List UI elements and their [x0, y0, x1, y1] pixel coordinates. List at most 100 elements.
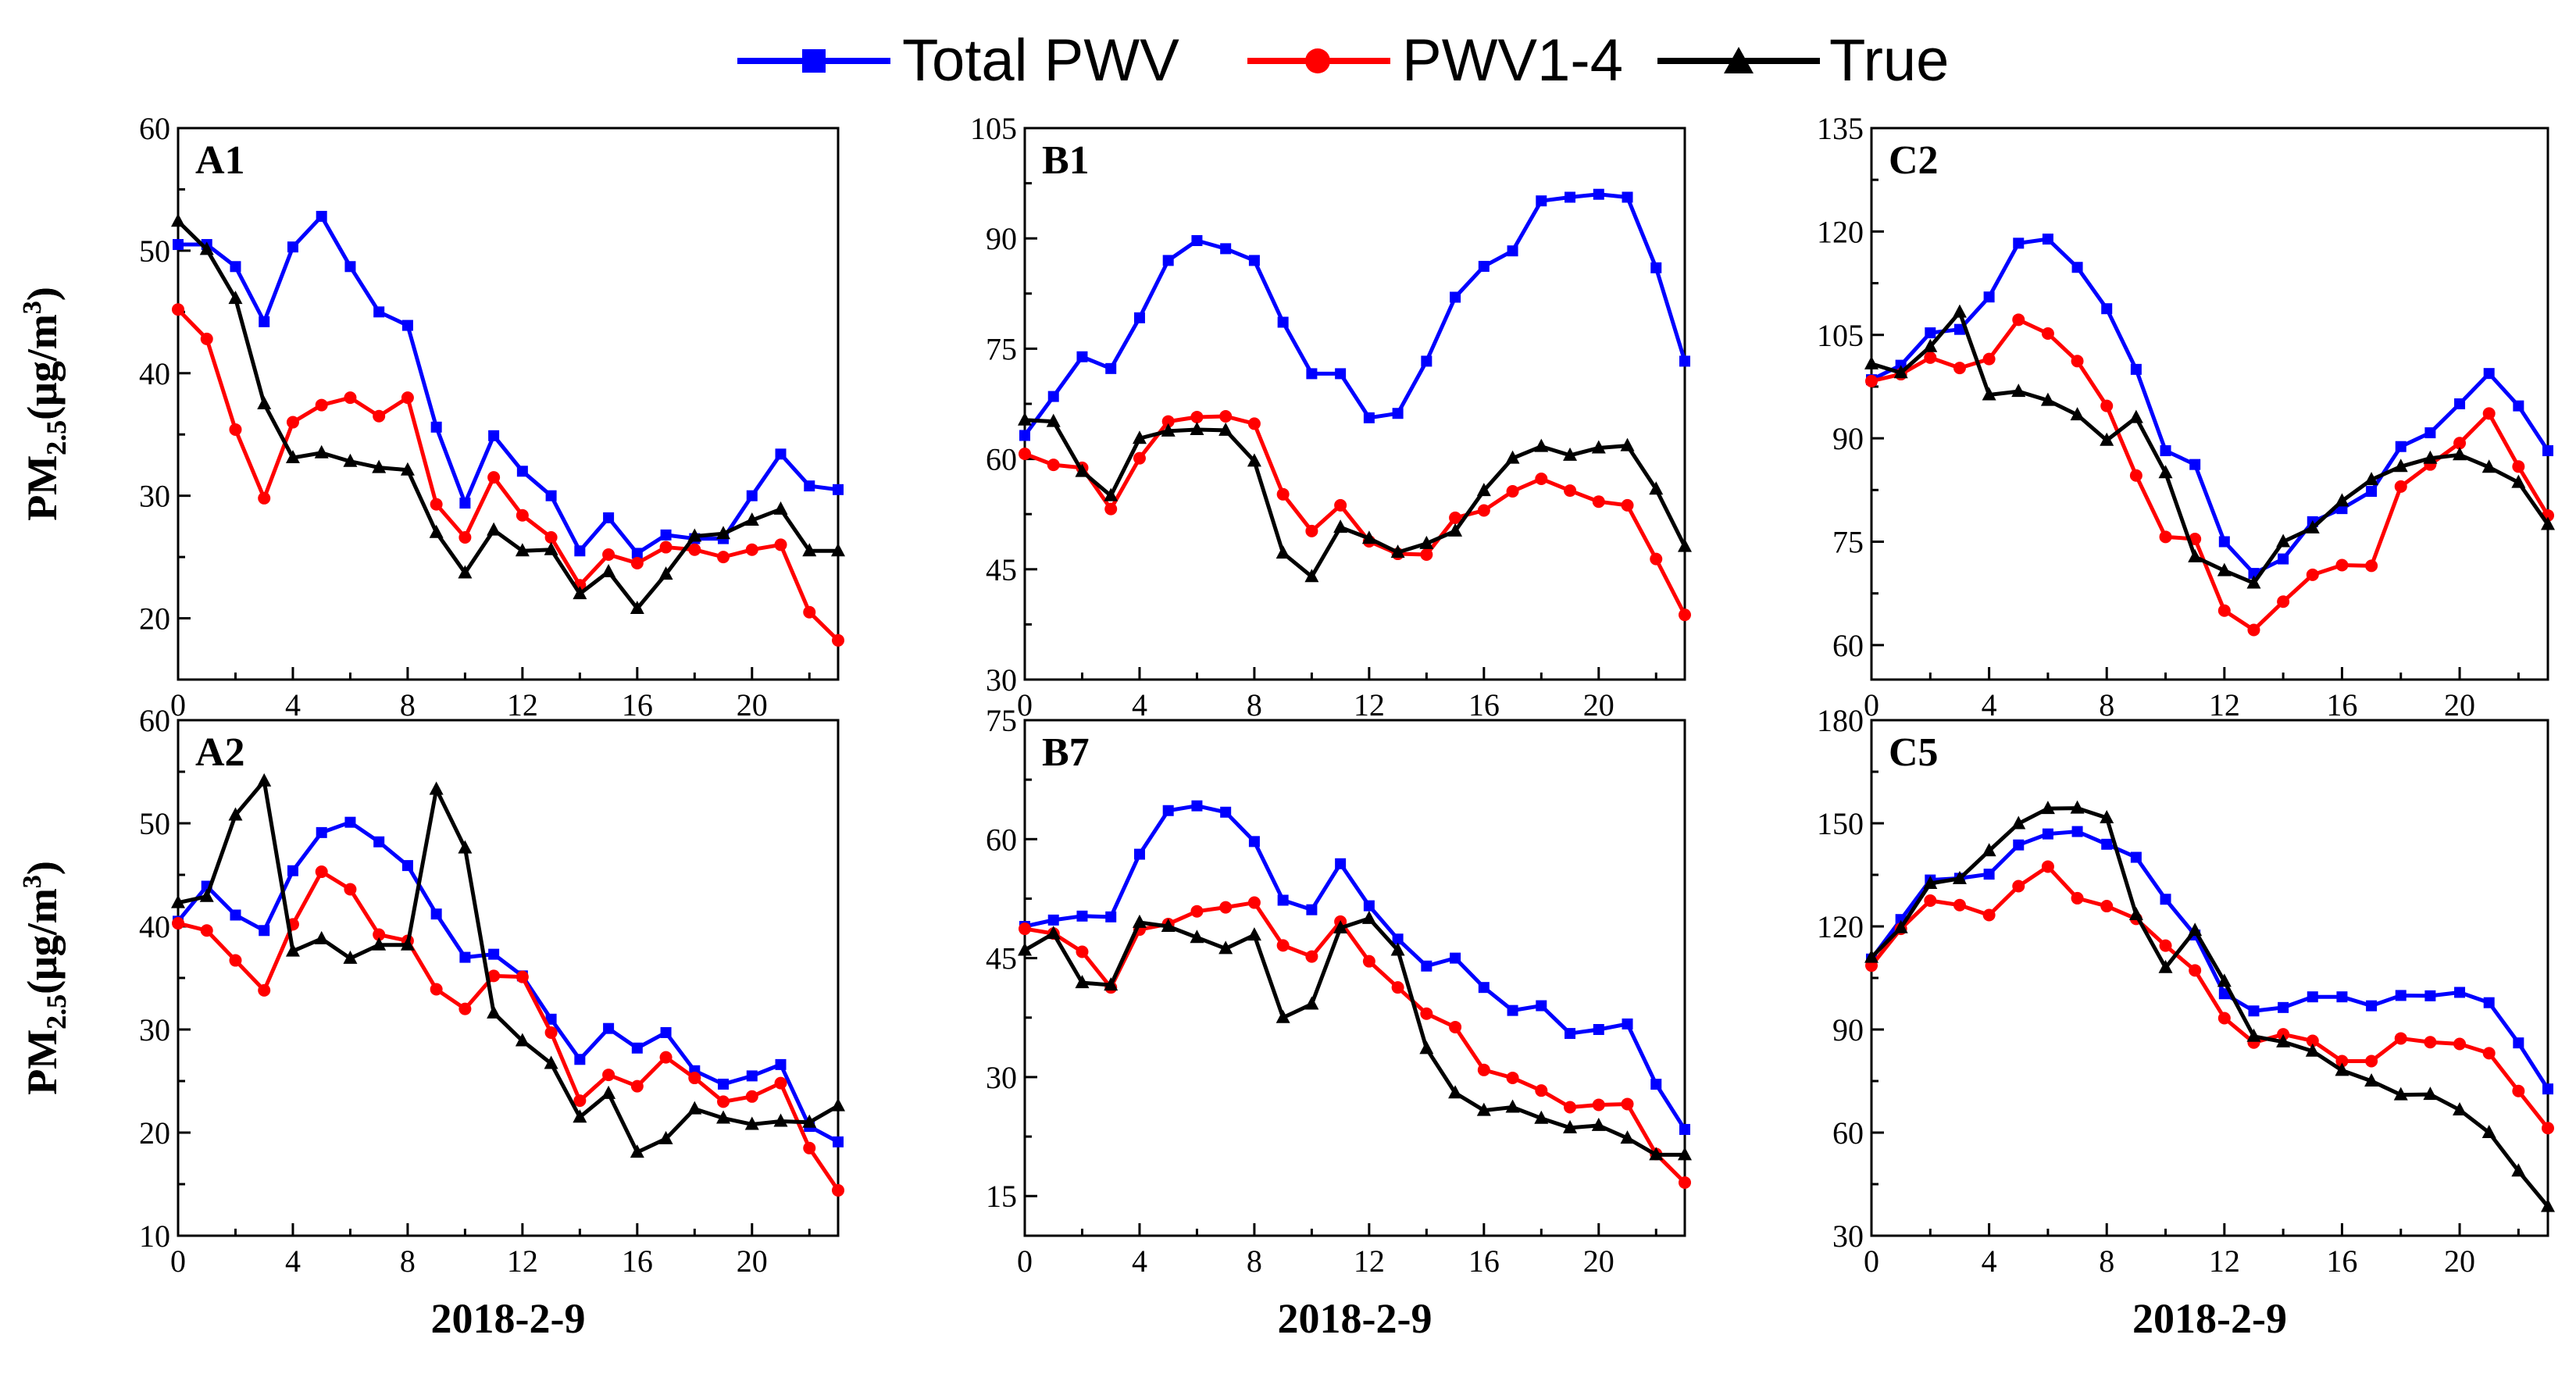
data-point-total-pwv — [316, 210, 327, 222]
x-tick-label: 4 — [285, 687, 301, 723]
data-point-pwv1-4 — [1477, 504, 1490, 517]
data-point-total-pwv — [173, 239, 184, 251]
y-tick-label: 60 — [139, 111, 170, 146]
data-point-total-pwv — [488, 430, 500, 441]
data-point-total-pwv — [287, 241, 298, 253]
y-axis-title-close: ) — [19, 287, 66, 301]
data-point-total-pwv — [1220, 806, 1232, 818]
y-tick-label: 60 — [139, 703, 170, 738]
data-point-total-pwv — [459, 498, 471, 509]
data-point-pwv1-4 — [1247, 417, 1261, 430]
data-point-true — [429, 781, 444, 795]
data-point-pwv1-4 — [1362, 955, 1375, 968]
data-point-pwv1-4 — [1535, 1084, 1548, 1097]
data-point-pwv1-4 — [1953, 362, 1966, 375]
data-point-total-pwv — [2160, 894, 2171, 905]
data-point-true — [314, 444, 329, 459]
data-point-true — [1476, 1102, 1491, 1116]
y-tick-label: 120 — [1817, 214, 1864, 249]
data-point-true — [199, 888, 214, 902]
data-point-pwv1-4 — [315, 398, 328, 412]
data-point-true — [2011, 384, 2026, 398]
y-tick-label: 20 — [139, 601, 170, 637]
panel-label: C2 — [1889, 138, 1939, 183]
data-point-true — [1534, 1110, 1549, 1124]
data-point-true — [1419, 1040, 1434, 1054]
series-line-pwv1-4 — [1024, 414, 1687, 616]
data-point-pwv1-4 — [1305, 950, 1318, 963]
y-tick-label: 30 — [139, 479, 170, 514]
x-tick-label: 0 — [170, 1244, 186, 1279]
data-point-pwv1-4 — [1019, 448, 1031, 461]
data-point-true — [1952, 304, 1967, 318]
y-tick-label: 45 — [986, 941, 1017, 976]
data-point-true — [601, 1085, 616, 1099]
data-point-true — [2481, 1125, 2496, 1138]
data-point-true — [544, 541, 558, 555]
data-point-total-pwv — [2454, 987, 2466, 998]
data-point-pwv1-4 — [2247, 623, 2260, 637]
data-point-total-pwv — [2042, 234, 2053, 245]
square-marker-icon — [802, 49, 826, 73]
y-tick-label: 15 — [986, 1179, 1017, 1214]
data-point-pwv1-4 — [2512, 1084, 2525, 1097]
data-point-pwv1-4 — [258, 983, 271, 997]
data-point-pwv1-4 — [2394, 1032, 2407, 1045]
data-point-true — [1620, 1130, 1635, 1144]
data-point-total-pwv — [1191, 235, 1203, 247]
x-tick-label: 8 — [400, 687, 416, 723]
data-point-total-pwv — [1450, 291, 1461, 303]
data-point-total-pwv — [2218, 988, 2230, 1000]
data-point-total-pwv — [1335, 368, 1347, 380]
y-tick-label: 120 — [1817, 909, 1864, 944]
x-tick-label: 12 — [2209, 1244, 2240, 1279]
x-axis-title: 2018-2-9 — [2132, 1295, 2287, 1342]
data-point-total-pwv — [2013, 839, 2025, 851]
data-point-total-pwv — [2160, 445, 2171, 457]
y-tick-label: 60 — [1832, 1115, 1864, 1151]
data-point-true — [1161, 919, 1176, 932]
data-point-pwv1-4 — [1219, 901, 1233, 914]
data-point-total-pwv — [2307, 991, 2318, 1003]
data-point-total-pwv — [1565, 1028, 1576, 1040]
panel-label: C5 — [1889, 730, 1939, 775]
data-point-pwv1-4 — [2041, 327, 2054, 340]
data-point-true — [601, 563, 616, 577]
data-point-pwv1-4 — [832, 1183, 844, 1197]
data-point-total-pwv — [775, 1058, 787, 1070]
x-tick-label: 20 — [1583, 687, 1614, 723]
data-point-true — [2040, 801, 2055, 815]
data-point-total-pwv — [1679, 355, 1690, 367]
data-point-total-pwv — [1162, 805, 1174, 816]
y-tick-label: 40 — [139, 909, 170, 944]
data-point-total-pwv — [1536, 1000, 1547, 1012]
data-point-total-pwv — [430, 421, 442, 433]
data-point-total-pwv — [1248, 255, 1260, 266]
plot-frame — [177, 127, 840, 681]
data-point-pwv1-4 — [1477, 1063, 1490, 1076]
data-point-true — [2481, 459, 2496, 473]
data-point-pwv1-4 — [745, 1090, 758, 1103]
data-point-total-pwv — [287, 865, 298, 876]
data-point-total-pwv — [2395, 441, 2407, 452]
y-axis-title-close: ) — [19, 861, 66, 875]
series-line-total-pwv — [1869, 830, 2550, 1090]
data-point-total-pwv — [1191, 800, 1203, 812]
data-point-pwv1-4 — [258, 491, 271, 505]
data-point-total-pwv — [1450, 952, 1461, 964]
data-point-total-pwv — [1593, 1024, 1604, 1035]
y-tick-label: 30 — [986, 662, 1017, 698]
data-point-pwv1-4 — [774, 1076, 787, 1090]
data-point-true — [744, 512, 759, 526]
data-point-pwv1-4 — [803, 605, 816, 619]
y-tick-label: 30 — [1832, 1219, 1864, 1254]
x-tick-label: 12 — [2209, 687, 2240, 723]
data-point-true — [228, 291, 243, 305]
data-point-true — [314, 930, 329, 944]
x-tick-label: 20 — [2444, 1244, 2475, 1279]
data-point-pwv1-4 — [602, 1069, 615, 1082]
data-point-true — [2011, 815, 2026, 830]
x-tick-label: 0 — [170, 687, 186, 723]
data-point-pwv1-4 — [544, 531, 558, 544]
data-point-true — [573, 586, 587, 600]
